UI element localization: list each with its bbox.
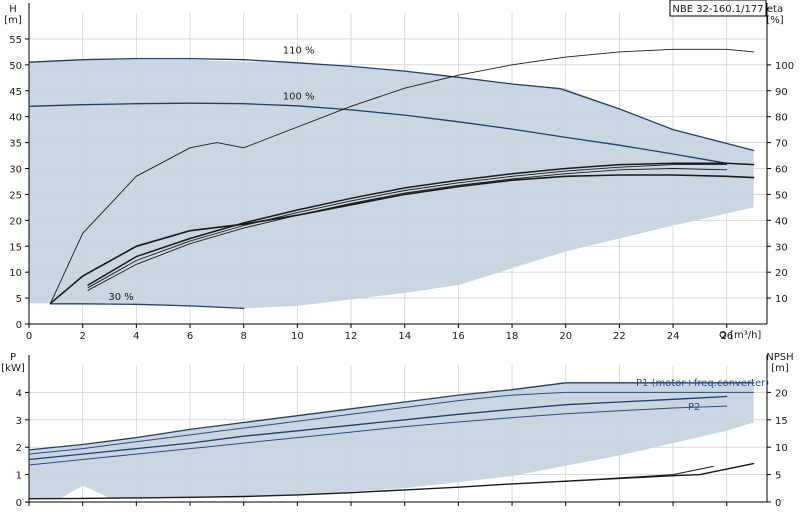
head-left-tick-label: 45 <box>9 87 22 98</box>
power-left-tick-label: 3 <box>16 416 22 427</box>
head-bottom-tick-label: 4 <box>133 331 139 342</box>
power-left-tick-label: 1 <box>16 471 22 482</box>
head-bottom-tick-label: 2 <box>79 331 85 342</box>
head-series-line <box>28 57 755 152</box>
head-bottom-tick-label: 10 <box>291 331 304 342</box>
head-right-tick-label: 30 <box>775 242 788 253</box>
head-left-tick-label: 30 <box>9 165 22 176</box>
head-right-tick-label: 10 <box>775 294 788 305</box>
power-right-tick-label: 0 <box>775 498 781 509</box>
head-left-tick-label: 0 <box>16 320 22 331</box>
power-right-tick-label: 5 <box>775 471 781 482</box>
head-bottom-tick-label: 24 <box>667 331 680 342</box>
head-left-tick-label: 35 <box>9 139 22 150</box>
npsh-axis-label: NPSH <box>766 352 793 363</box>
power-series-line <box>28 391 755 455</box>
power-series-line <box>28 462 755 500</box>
head-axis-label: H <box>9 4 17 15</box>
head-right-tick-label: 50 <box>775 190 788 201</box>
p1-series-label: P1 (motor+freq.converter) <box>636 378 769 389</box>
head-left-tick-label: 55 <box>9 35 22 46</box>
head-right-tick-label: 90 <box>775 87 788 98</box>
head-bottom-tick-label: 20 <box>559 331 572 342</box>
head-bottom-tick-label: 16 <box>452 331 465 342</box>
power-left-tick-label: 0 <box>16 498 22 509</box>
head-series-line <box>87 168 728 291</box>
head-series-line <box>49 303 245 310</box>
head-series-line <box>50 48 755 304</box>
head-region <box>29 59 754 309</box>
head-right-tick-label: 80 <box>775 113 788 124</box>
eta-axis-unit: [%] <box>766 15 783 26</box>
head-bottom-tick-label: 12 <box>345 331 358 342</box>
head-right-tick-label: 40 <box>775 216 788 227</box>
p2-series-label: P2 <box>688 402 700 413</box>
head-bottom-tick-label: 8 <box>241 331 247 342</box>
power-npsh-panel: 0 1 2 3 4 0 5 10 15 20 P[kW] NPSH[m]P1 (motor+freq.… <box>1 352 793 509</box>
power-left-tick-label: 4 <box>16 388 22 399</box>
head-bottom-tick-label: 26 <box>720 331 733 342</box>
power-axis-unit: [kW] <box>1 363 25 374</box>
chart-title: NBE 32-160.1/177 <box>672 4 763 15</box>
head-left-tick-label: 10 <box>9 268 22 279</box>
head-right-tick-label: 100 <box>775 61 794 72</box>
head-left-tick-label: 5 <box>16 294 22 305</box>
head-bottom-tick-label: 6 <box>187 331 193 342</box>
power-series-line <box>28 395 728 461</box>
head-left-tick-label: 20 <box>9 216 22 227</box>
speed-label: 110 % <box>283 45 315 56</box>
title-box: NBE 32-160.1/177 <box>669 0 767 17</box>
power-series-line <box>28 405 728 466</box>
head-bottom-tick-label: 0 <box>26 331 32 342</box>
speed-label: 30 % <box>108 292 133 303</box>
power-series-line <box>28 382 755 451</box>
head-right-tick-label: 20 <box>775 268 788 279</box>
head-series-line <box>28 102 728 164</box>
power-right-tick-label: 10 <box>775 443 788 454</box>
head-left-tick-label: 50 <box>9 61 22 72</box>
q-axis-label: Q [m³/h] <box>719 330 761 341</box>
head-series-line <box>87 164 728 289</box>
head-series-line <box>87 162 755 286</box>
power-right-tick-label: 20 <box>775 388 788 399</box>
head-left-tick-label: 25 <box>9 190 22 201</box>
npsh-axis-unit: [m] <box>771 363 789 374</box>
head-efficiency-panel: 0510152025303540455055102030405060708090… <box>4 3 794 342</box>
head-right-tick-label: 70 <box>775 139 788 150</box>
head-axis-unit: [m] <box>4 15 22 26</box>
power-right-tick-label: 15 <box>775 416 788 427</box>
head-bottom-tick-label: 14 <box>398 331 411 342</box>
head-bottom-tick-label: 22 <box>613 331 626 342</box>
head-left-tick-label: 40 <box>9 113 22 124</box>
power-axis-label: P <box>10 352 16 363</box>
power-region <box>29 382 754 498</box>
head-bottom-tick-label: 18 <box>506 331 519 342</box>
power-left-tick-label: 2 <box>16 443 22 454</box>
head-right-tick-label: 60 <box>775 165 788 176</box>
eta-axis-label: eta <box>767 4 783 15</box>
head-series-line <box>49 174 755 305</box>
speed-label: 100 % <box>283 92 315 103</box>
title-box-frame <box>669 0 767 17</box>
head-left-tick-label: 15 <box>9 242 22 253</box>
power-series-line <box>565 465 714 482</box>
